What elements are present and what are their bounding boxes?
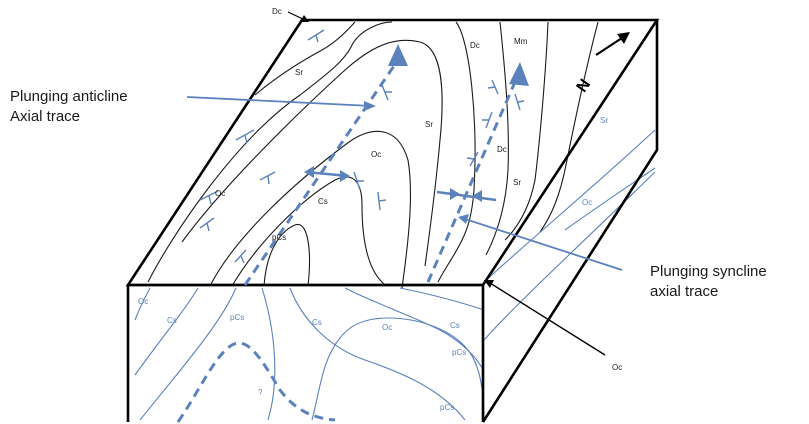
unit-label: pCs <box>272 233 286 242</box>
unit-label: Cs <box>167 316 177 325</box>
unit-labels: Dc Sr Dc Mm Sr Oc Oc Cs pCs Dc Sr Sr Oc … <box>138 7 622 412</box>
unit-label: Oc <box>612 363 622 372</box>
unit-label: Sr <box>600 116 608 125</box>
dip-symbol <box>199 217 215 232</box>
unit-label: Cs <box>450 321 460 330</box>
unit-label: Oc <box>371 150 381 159</box>
anticline-callout-line1: Plunging anticline <box>10 88 128 105</box>
unit-label: Oc <box>138 297 148 306</box>
dip-symbol <box>377 191 387 211</box>
anticline-leader-line <box>186 96 373 107</box>
contact-line <box>564 167 656 231</box>
leader-arrowhead <box>484 280 494 288</box>
dip-symbol <box>487 79 499 95</box>
contact-line <box>399 287 485 311</box>
dip-symbol <box>307 29 325 43</box>
dip-symbol <box>234 249 247 264</box>
dip-symbol <box>514 93 525 111</box>
dip-symbol <box>235 129 255 144</box>
leader-arrowhead <box>364 101 376 111</box>
syncline-callout-line2: axial trace <box>650 283 719 300</box>
contact-line <box>483 129 656 283</box>
arrowhead <box>472 190 482 202</box>
unit-label: ? <box>258 388 263 397</box>
contact-line <box>504 21 549 241</box>
unit-label: Dc <box>470 41 480 50</box>
unit-label: Oc <box>382 323 392 332</box>
contact-line <box>209 130 411 289</box>
unit-label: Sr <box>513 178 521 187</box>
front-face-contacts <box>134 129 656 423</box>
contact-line <box>134 287 199 376</box>
fold-direction-arrows <box>304 166 497 202</box>
unit-label: Oc <box>215 189 225 198</box>
dip-symbol <box>353 171 364 191</box>
unit-label: Cs <box>312 318 322 327</box>
front-face-edge <box>126 283 485 422</box>
arrowhead <box>450 188 460 200</box>
unit-label: pCs <box>440 403 454 412</box>
contact-line <box>254 21 356 96</box>
contact-line <box>437 21 476 283</box>
arrowhead <box>340 170 350 182</box>
anticline-callout-line2: Axial trace <box>10 108 81 125</box>
north-arrowhead <box>617 32 630 44</box>
dip-symbol <box>466 151 479 167</box>
syncline-plunge-arrow <box>509 62 529 86</box>
contact-line <box>147 21 393 283</box>
contact-line <box>483 171 656 341</box>
anticline-plunge-arrow <box>388 44 408 66</box>
contact-line <box>134 287 151 321</box>
unit-label: pCs <box>452 348 466 357</box>
unit-label: Sr <box>425 120 433 129</box>
contact-line <box>263 224 311 287</box>
syncline-limb-arrow <box>436 190 497 202</box>
unit-label: Dc <box>272 7 282 16</box>
leader-arrowhead <box>458 214 469 224</box>
leader-arrowhead <box>300 15 309 22</box>
contact-line <box>231 176 385 287</box>
dip-symbol <box>482 111 493 129</box>
contact-line <box>181 39 443 267</box>
dip-symbol <box>381 84 392 101</box>
unit-label: Cs <box>318 197 328 206</box>
strike-dip-symbols <box>199 29 525 264</box>
dip-symbol <box>259 171 276 185</box>
corner-leader-line <box>489 282 606 356</box>
syncline-axial-trace <box>426 81 517 283</box>
contact-line <box>289 287 466 421</box>
contact-line <box>139 287 237 421</box>
syncline-leader-line <box>461 217 623 271</box>
buried-fold-trace <box>176 341 336 423</box>
dip-symbol <box>199 190 219 205</box>
unit-label: Sr <box>295 68 303 77</box>
top-surface-contacts <box>147 21 599 289</box>
unit-label: pCs <box>230 313 244 322</box>
contact-line <box>311 317 485 421</box>
contact-line <box>261 287 276 421</box>
unit-label: Oc <box>582 198 592 207</box>
axial-traces <box>243 44 529 286</box>
contact-line <box>344 287 485 373</box>
anticline-callout: Plunging anticline Axial trace <box>10 87 128 127</box>
leader-lines <box>186 11 623 356</box>
syncline-callout-line1: Plunging syncline <box>650 263 767 280</box>
north-arrow: N <box>574 32 630 96</box>
north-label: N <box>574 76 595 95</box>
arrowhead <box>304 166 314 178</box>
unit-label: Dc <box>497 145 507 154</box>
unit-label: Mm <box>514 37 528 46</box>
syncline-callout: Plunging syncline axial trace <box>650 262 767 302</box>
side-face-edge <box>481 20 659 423</box>
